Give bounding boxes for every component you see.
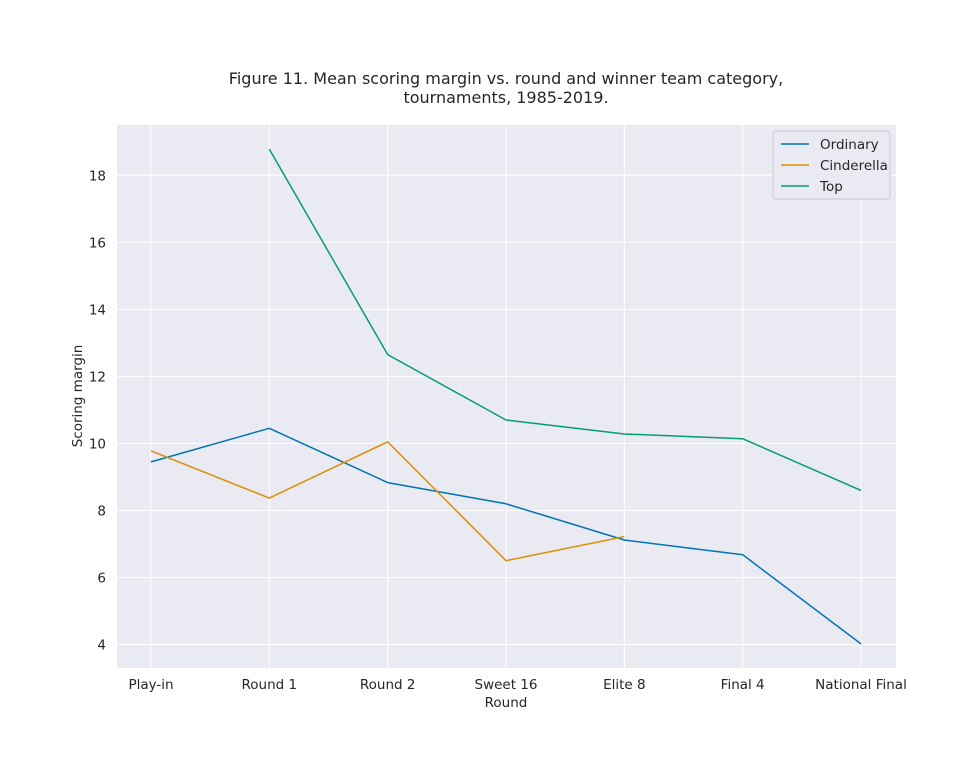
series-line-cinderella	[150, 441, 625, 562]
series-lines	[150, 148, 862, 645]
legend-label: Cinderella	[820, 158, 888, 174]
y-tick-label: 6	[97, 571, 106, 587]
y-tick-label: 8	[97, 503, 106, 519]
x-tick-label: Round 1	[242, 677, 298, 693]
x-tick-label: Sweet 16	[475, 677, 538, 693]
legend: Ordinary Cinderella Top	[772, 130, 891, 200]
x-tick-label: Final 4	[721, 677, 765, 693]
x-axis-label: Round	[485, 695, 528, 711]
y-tick-label: 12	[89, 369, 106, 385]
x-tick-label: Play-in	[128, 677, 173, 693]
legend-label: Top	[819, 179, 843, 195]
chart-title: Figure 11. Mean scoring margin vs. round…	[229, 69, 783, 107]
x-tick-label: National Final	[815, 677, 907, 693]
y-tick-label: 18	[89, 168, 106, 184]
legend-box	[772, 130, 891, 200]
y-tick-label: 4	[97, 638, 106, 654]
x-tick-label: Round 2	[360, 677, 416, 693]
y-axis-label: Scoring margin	[70, 345, 86, 448]
series-line-ordinary	[150, 427, 862, 645]
y-tick-label: 10	[89, 436, 106, 452]
grid-lines	[117, 125, 896, 668]
series-line-top	[268, 148, 862, 492]
y-tick-label: 16	[89, 235, 106, 251]
x-tick-labels: Play-in Round 1 Round 2 Sweet 16 Elite 8 Fina…	[128, 677, 906, 693]
legend-label: Ordinary	[820, 137, 879, 153]
y-tick-labels: 4 6 8 10 12 14 16 18	[89, 168, 106, 653]
y-tick-label: 14	[89, 302, 106, 318]
x-tick-label: Elite 8	[603, 677, 646, 693]
